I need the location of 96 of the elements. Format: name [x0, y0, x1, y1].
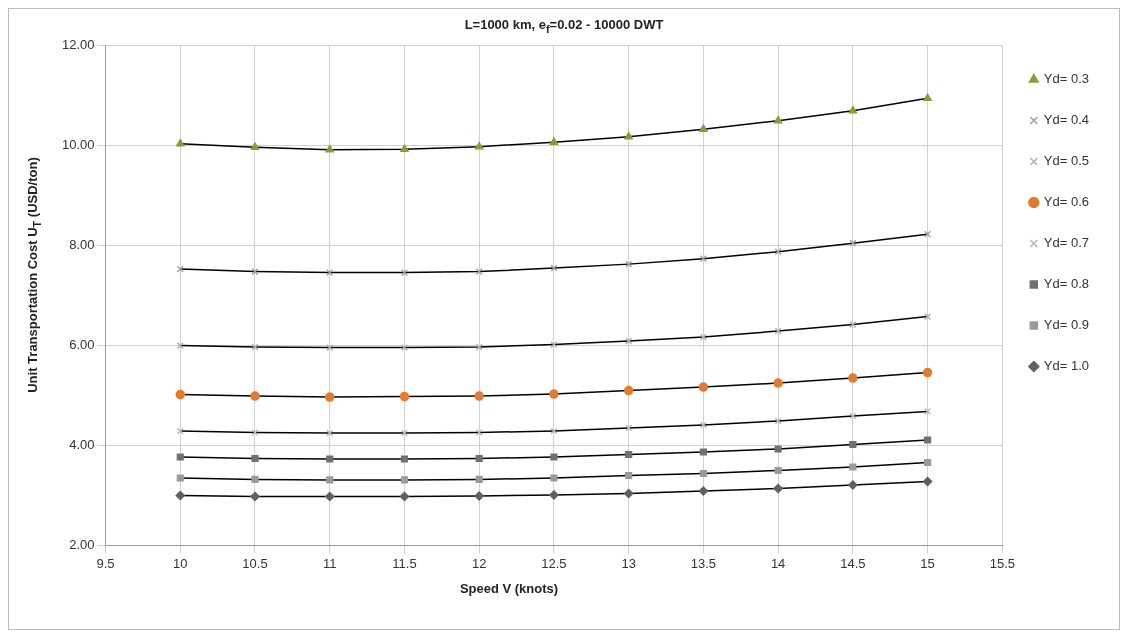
point [924, 436, 932, 444]
x-tick-label: 15.5 [989, 555, 1015, 571]
point [698, 381, 709, 392]
legend-label: Yd= 0.9 [1043, 316, 1090, 332]
point [250, 491, 260, 501]
y-tick-label: 12.00 [61, 36, 95, 52]
point [400, 454, 409, 463]
point [324, 391, 335, 402]
legend-label: Yd= 0.3 [1043, 70, 1090, 86]
point [549, 489, 559, 500]
x-tick-label: 13 [621, 555, 636, 571]
point [699, 469, 707, 477]
x-tick-label: 14.5 [840, 555, 866, 571]
point [550, 473, 558, 482]
point [549, 388, 559, 399]
x-tick-label: 12 [471, 555, 487, 571]
point [774, 444, 782, 453]
point [624, 131, 633, 140]
x-tick-label: 10.5 [242, 555, 268, 571]
point [176, 138, 185, 147]
point [625, 450, 633, 458]
point [475, 475, 483, 483]
point [175, 490, 186, 500]
point [550, 452, 558, 461]
point [175, 389, 186, 399]
point [325, 144, 334, 153]
point [250, 390, 260, 401]
point [549, 137, 559, 145]
point [176, 473, 184, 482]
y-tick-label: 4.00 [69, 436, 95, 452]
point [625, 471, 633, 479]
legend-label: Yd= 0.7 [1043, 234, 1090, 250]
point [251, 454, 259, 462]
point [774, 466, 782, 474]
point [699, 447, 707, 456]
legend-label: Yd= 0.8 [1043, 275, 1090, 291]
chart-title: L=1000 km, e$_{f}$=0.02 - 10000 DWT [463, 17, 665, 35]
y-tick-label: 6.00 [69, 336, 95, 352]
point [773, 115, 783, 124]
legend-label: Yd= 0.6 [1043, 193, 1090, 209]
y-tick-label: 10.00 [61, 136, 95, 152]
point [623, 385, 634, 395]
point [326, 454, 334, 463]
point [623, 488, 634, 498]
y-tick-label: 8.00 [69, 236, 95, 252]
point [474, 490, 484, 501]
point [848, 105, 858, 114]
point [399, 391, 410, 401]
x-tick-label: 9.5 [96, 555, 115, 571]
x-tick-label: 11 [322, 555, 337, 571]
point [400, 429, 409, 437]
point [550, 340, 558, 348]
legend-label: Yd= 0.5 [1043, 152, 1090, 168]
point [400, 343, 409, 351]
legend-label: Yd= 0.4 [1043, 111, 1090, 127]
point [251, 343, 259, 351]
point [550, 427, 558, 435]
point [400, 475, 409, 484]
point [399, 491, 410, 501]
point [849, 239, 857, 247]
point [922, 476, 933, 486]
x-tick-label: 14 [770, 555, 786, 571]
x-tick-label: 15 [920, 555, 935, 571]
point [251, 267, 259, 275]
point [550, 264, 558, 272]
point [474, 141, 484, 150]
point [251, 475, 259, 483]
legend-label: Yd= 1.0 [1043, 357, 1090, 373]
point [923, 93, 932, 101]
point [475, 454, 483, 462]
point [924, 312, 932, 320]
x-tick-label: 11.5 [392, 555, 417, 571]
point [326, 475, 334, 484]
y-tick-label: 2.00 [69, 536, 95, 552]
point [699, 421, 707, 429]
x-tick-label: 12.5 [541, 555, 567, 571]
point [773, 483, 783, 493]
point [699, 254, 707, 262]
x-tick-label: 10 [173, 555, 188, 571]
point [773, 377, 783, 388]
point [474, 390, 484, 401]
point [848, 372, 858, 383]
point [176, 452, 184, 461]
point [848, 479, 858, 490]
point [251, 428, 259, 436]
point [324, 491, 335, 501]
point [699, 124, 708, 132]
x-tick-label: 13.5 [690, 555, 717, 571]
point [849, 462, 857, 471]
point [400, 144, 409, 152]
point [250, 142, 260, 150]
x-axis-title: Speed V (knots) [458, 580, 560, 596]
point [849, 440, 857, 448]
point [924, 458, 932, 466]
point [922, 367, 933, 377]
point [698, 485, 709, 496]
